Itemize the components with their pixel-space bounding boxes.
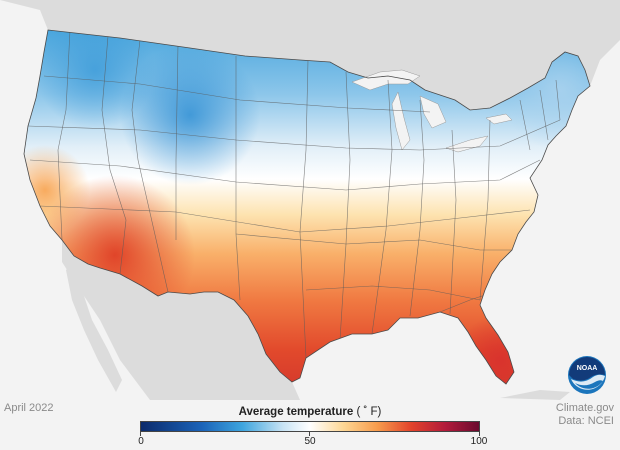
- credit-block: Climate.gov Data: NCEI: [556, 402, 614, 428]
- legend-unit: ( ˚ F): [356, 406, 382, 418]
- legend-title-row: Average temperature ( ˚ F): [140, 406, 480, 418]
- legend-tick-min: [140, 432, 141, 436]
- legend-tick-mid: [309, 432, 310, 436]
- canada-land: [0, 0, 620, 110]
- legend-label-min: 0: [138, 436, 144, 447]
- legend-tick-max: [479, 432, 480, 436]
- credit-source: Climate.gov: [555, 402, 614, 414]
- legend-color-bar: [140, 421, 480, 432]
- credit-data: Data: NCEI: [558, 415, 614, 427]
- temperature-map: [0, 0, 620, 400]
- cuba-land: [500, 390, 570, 400]
- legend-label-max: 100: [470, 436, 488, 447]
- baja-land: [66, 262, 122, 392]
- mexico-land: [62, 240, 300, 400]
- conus-outline: [23, 29, 591, 385]
- great-lakes: [351, 69, 513, 153]
- legend-label-mid: 50: [304, 436, 316, 447]
- noaa-logo-text: NOAA: [577, 365, 598, 372]
- month-label: April 2022: [4, 402, 54, 414]
- state-borders: [27, 30, 561, 359]
- legend-title: Average temperature: [238, 406, 354, 418]
- noaa-logo: NOAA: [568, 356, 606, 394]
